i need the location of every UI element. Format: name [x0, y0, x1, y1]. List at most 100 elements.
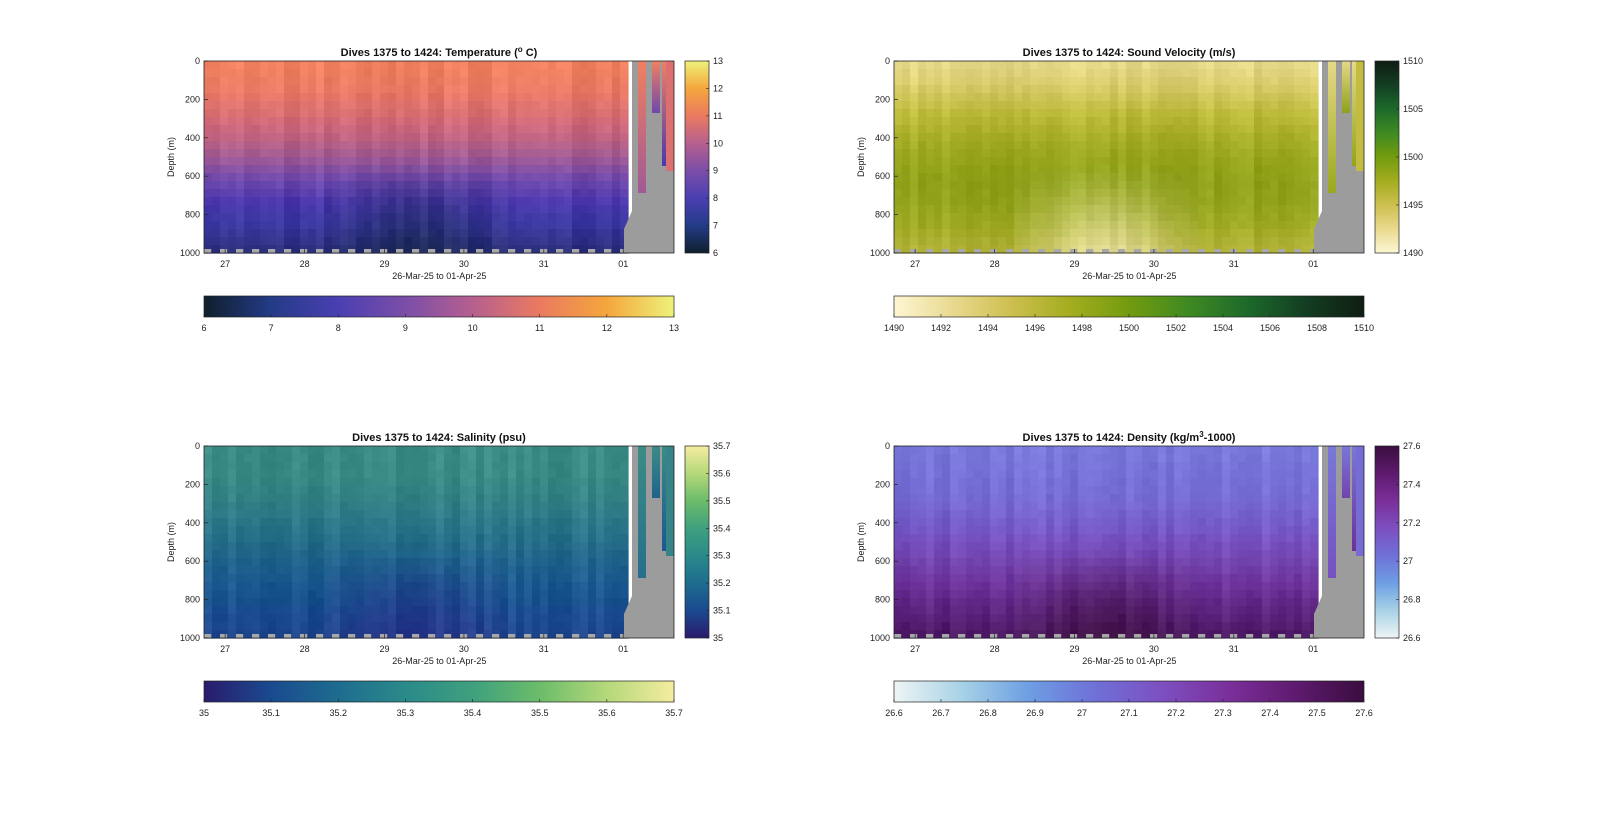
heatmap-cell: [380, 197, 389, 206]
y-tick-label: 600: [185, 556, 200, 566]
heatmap-cell: [404, 197, 413, 206]
heatmap-cell: [508, 157, 517, 166]
heatmap-cell: [1302, 133, 1311, 142]
heatmap-cell: [1150, 518, 1159, 527]
heatmap-cell: [1166, 510, 1175, 519]
heatmap-cell: [508, 237, 517, 246]
heatmap-cell: [236, 494, 245, 503]
heatmap-cell: [1102, 221, 1111, 230]
heatmap-cell: [404, 149, 413, 158]
heatmap-cell: [476, 614, 485, 623]
heatmap-cell: [902, 478, 911, 487]
heatmap-cell: [252, 141, 261, 150]
heatmap-cell: [1254, 189, 1263, 198]
heatmap-cell: [244, 157, 253, 166]
heatmap-cell: [1142, 133, 1151, 142]
heatmap-cell: [1182, 93, 1191, 102]
heatmap-cell: [612, 117, 621, 126]
heatmap-cell: [540, 133, 549, 142]
heatmap-cell: [942, 454, 951, 463]
heatmap-cell: [926, 518, 935, 527]
heatmap-cell: [268, 85, 277, 94]
heatmap-cell: [1094, 590, 1103, 599]
heatmap-cell: [1030, 582, 1039, 591]
heatmap-cell: [620, 181, 629, 190]
heatmap-cell: [244, 125, 253, 134]
heatmap-cell: [452, 229, 461, 238]
heatmap-cell: [316, 574, 325, 583]
heatmap-cell: [1182, 141, 1191, 150]
heatmap-cell: [1030, 574, 1039, 583]
heatmap-cell: [276, 542, 285, 551]
heatmap-cell: [508, 598, 517, 607]
heatmap-cell: [348, 526, 357, 535]
heatmap-cell: [1174, 101, 1183, 110]
heatmap-cell: [1030, 446, 1039, 455]
heatmap-cell: [372, 454, 381, 463]
heatmap-cell: [324, 221, 333, 230]
heatmap-cell: [436, 630, 445, 639]
x-tick-label: 27: [220, 259, 230, 269]
heatmap-cell: [1006, 486, 1015, 495]
heatmap-cell: [1182, 197, 1191, 206]
heatmap-cell: [372, 61, 381, 70]
heatmap-cell: [580, 542, 589, 551]
heatmap-cell: [548, 229, 557, 238]
heatmap-cell: [284, 518, 293, 527]
heatmap-cell: [1110, 614, 1119, 623]
heatmap-cell: [1230, 229, 1239, 238]
heatmap-cell: [204, 61, 213, 70]
heatmap-cell: [292, 574, 301, 583]
heatmap-cell: [1254, 85, 1263, 94]
heatmap-cell: [348, 237, 357, 246]
heatmap-cell: [1206, 69, 1215, 78]
heatmap-cell: [950, 157, 959, 166]
heatmap-cell: [204, 141, 213, 150]
heatmap-cell: [484, 117, 493, 126]
heatmap-cell: [612, 534, 621, 543]
heatmap-cell: [612, 446, 621, 455]
heatmap-cell: [1030, 189, 1039, 198]
heatmap-cell: [998, 117, 1007, 126]
heatmap-cell: [572, 470, 581, 479]
heatmap-cell: [532, 205, 541, 214]
heatmap-cell: [1014, 117, 1023, 126]
heatmap-cell: [212, 109, 221, 118]
heatmap-cell: [1166, 542, 1175, 551]
heatmap-cell: [1254, 125, 1263, 134]
heatmap-cell: [316, 518, 325, 527]
heatmap-cell: [1094, 221, 1103, 230]
heatmap-cell: [998, 558, 1007, 567]
heatmap-cell: [492, 157, 501, 166]
heatmap-cell: [404, 558, 413, 567]
heatmap-cell: [1014, 510, 1023, 519]
heatmap-cell: [1118, 189, 1127, 198]
heatmap-cell: [1286, 165, 1295, 174]
heatmap-cell: [348, 189, 357, 198]
heatmap-cell: [380, 550, 389, 559]
heatmap-cell: [292, 566, 301, 575]
heatmap-cell: [532, 590, 541, 599]
heatmap-cell: [516, 101, 525, 110]
heatmap-cell: [388, 141, 397, 150]
heatmap-cell: [452, 526, 461, 535]
heatmap-cell: [212, 117, 221, 126]
heatmap-cell: [260, 518, 269, 527]
heatmap-cell: [1054, 462, 1063, 471]
heatmap-cell: [934, 101, 943, 110]
y-tick-label: 800: [185, 210, 200, 220]
heatmap-cell: [1006, 542, 1015, 551]
heatmap-cell: [332, 606, 341, 615]
heatmap-cell: [1182, 221, 1191, 230]
heatmap-cell: [1126, 133, 1135, 142]
heatmap-cell: [934, 61, 943, 70]
heatmap-cell: [982, 149, 991, 158]
no-data-cell: [1166, 249, 1174, 253]
heatmap-cell: [1142, 61, 1151, 70]
heatmap-cell: [1014, 85, 1023, 94]
heatmap-cell: [460, 566, 469, 575]
heatmap-cell: [468, 582, 477, 591]
heatmap-cell: [894, 550, 903, 559]
heatmap-cell: [1174, 558, 1183, 567]
heatmap-cell: [388, 173, 397, 182]
